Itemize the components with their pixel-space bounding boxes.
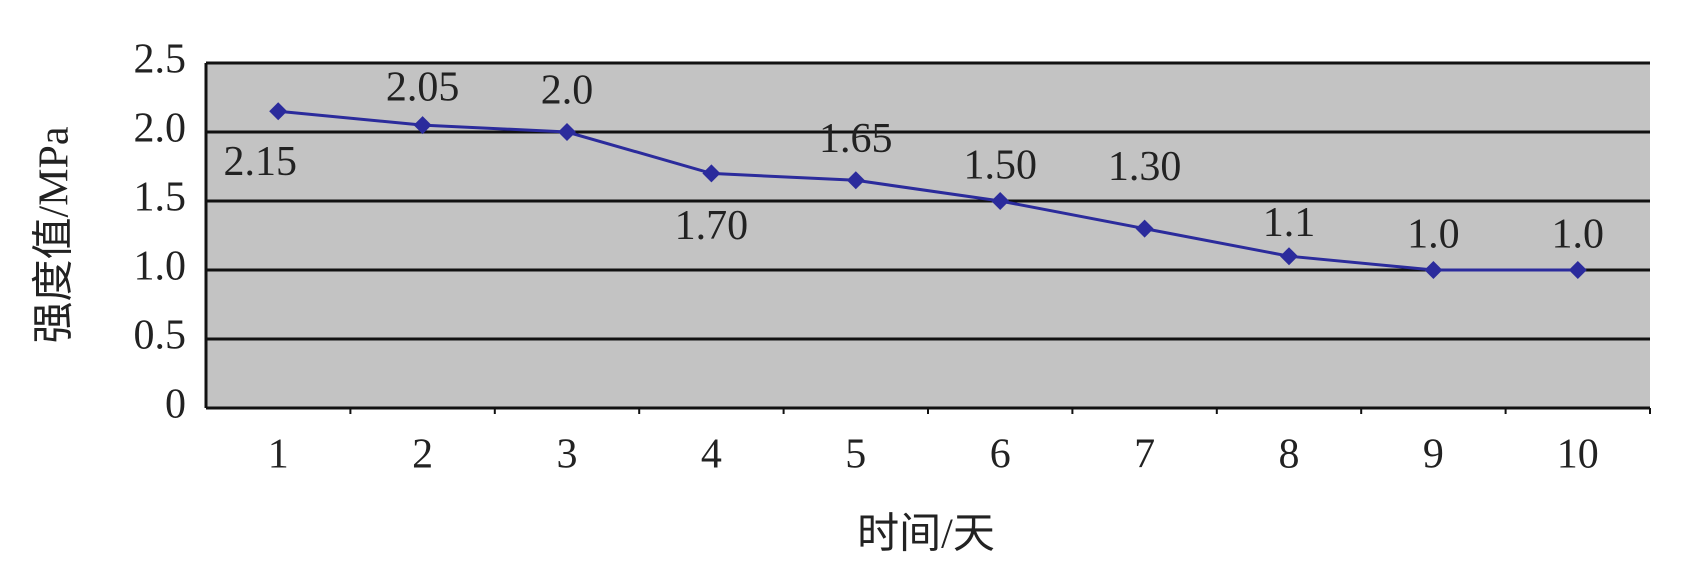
data-label: 1.0 <box>1407 212 1460 258</box>
y-tick-label: 1.0 <box>134 244 187 290</box>
x-tick-label: 10 <box>1557 432 1599 478</box>
x-tick-label: 4 <box>701 432 722 478</box>
data-label: 1.50 <box>963 143 1037 189</box>
data-line <box>278 109 1578 272</box>
data-point <box>1135 219 1154 238</box>
x-tick-label: 1 <box>268 432 289 478</box>
data-point <box>846 171 865 190</box>
x-tick-label: 2 <box>412 432 433 478</box>
data-label: 1.65 <box>819 116 893 162</box>
x-tick-label: 3 <box>557 432 578 478</box>
data-label: 1.1 <box>1263 200 1316 246</box>
data-point <box>269 102 288 121</box>
y-tick-label: 2.5 <box>134 37 187 83</box>
data-label: 1.30 <box>1108 144 1182 190</box>
data-point <box>991 192 1010 210</box>
y-tick-label: 0 <box>165 382 186 428</box>
data-point <box>1280 247 1298 266</box>
data-label: 2.0 <box>541 68 594 114</box>
y-axis-label: 强度值/MPa <box>32 126 78 343</box>
data-label: 2.05 <box>386 65 460 111</box>
y-tick-label: 2.0 <box>134 106 187 152</box>
y-tick-label: 1.5 <box>134 175 187 221</box>
x-tick-label: 7 <box>1134 432 1155 478</box>
plot-area <box>206 63 1650 408</box>
x-axis-label: 时间/天 <box>857 512 995 558</box>
x-tick-label: 8 <box>1279 432 1300 478</box>
data-point <box>1424 261 1443 279</box>
x-tick-label: 5 <box>845 432 866 478</box>
data-point <box>558 123 576 141</box>
data-point <box>413 116 432 135</box>
x-tick-label: 9 <box>1423 432 1444 478</box>
y-tick-label: 0.5 <box>134 313 187 359</box>
data-label: 1.70 <box>675 203 749 249</box>
data-point <box>1568 261 1587 279</box>
data-label: 1.0 <box>1552 212 1605 258</box>
x-tick-label: 6 <box>990 432 1011 478</box>
data-point <box>702 164 721 183</box>
data-label: 2.15 <box>223 139 297 185</box>
